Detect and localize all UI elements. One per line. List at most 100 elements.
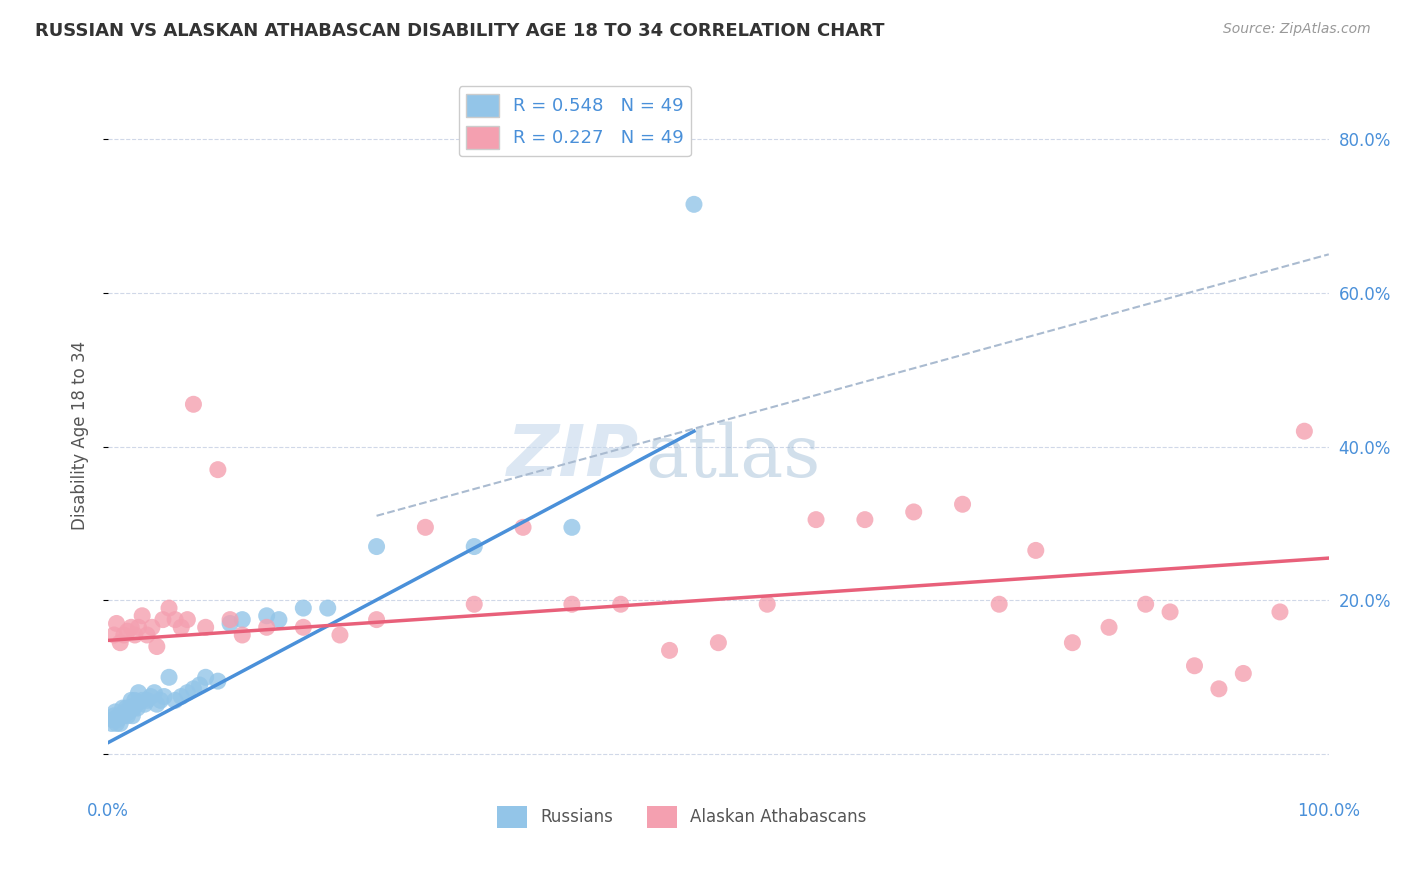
Point xyxy=(108,716,131,731)
Point xyxy=(153,690,176,704)
Point xyxy=(108,636,131,650)
Y-axis label: Disability Age 18 to 34: Disability Age 18 to 34 xyxy=(72,341,89,530)
Point xyxy=(1268,605,1291,619)
Point xyxy=(157,670,180,684)
Point xyxy=(115,701,138,715)
Point xyxy=(219,613,242,627)
Point xyxy=(207,463,229,477)
Point xyxy=(231,613,253,627)
Point xyxy=(1294,424,1316,438)
Legend: Russians, Alaskan Athabascans: Russians, Alaskan Athabascans xyxy=(491,799,873,834)
Point xyxy=(104,705,127,719)
Text: RUSSIAN VS ALASKAN ATHABASCAN DISABILITY AGE 18 TO 34 CORRELATION CHART: RUSSIAN VS ALASKAN ATHABASCAN DISABILITY… xyxy=(35,22,884,40)
Point xyxy=(121,708,143,723)
Point xyxy=(128,686,150,700)
Point xyxy=(120,620,142,634)
Point xyxy=(707,636,730,650)
Point xyxy=(157,601,180,615)
Point xyxy=(143,686,166,700)
Point xyxy=(903,505,925,519)
Point xyxy=(131,693,153,707)
Point xyxy=(111,701,134,715)
Point xyxy=(609,597,631,611)
Point xyxy=(1208,681,1230,696)
Point xyxy=(128,620,150,634)
Point xyxy=(136,693,159,707)
Point xyxy=(100,716,122,731)
Point xyxy=(117,708,139,723)
Point xyxy=(207,674,229,689)
Point xyxy=(561,520,583,534)
Point xyxy=(231,628,253,642)
Point xyxy=(146,697,169,711)
Point xyxy=(366,540,388,554)
Point xyxy=(561,597,583,611)
Point xyxy=(512,520,534,534)
Point xyxy=(125,697,148,711)
Point xyxy=(194,620,217,634)
Point xyxy=(415,520,437,534)
Point xyxy=(152,613,174,627)
Point xyxy=(146,640,169,654)
Point xyxy=(139,690,162,704)
Point xyxy=(256,620,278,634)
Point xyxy=(170,690,193,704)
Point xyxy=(118,701,141,715)
Point xyxy=(219,616,242,631)
Point xyxy=(118,705,141,719)
Point xyxy=(756,597,779,611)
Point xyxy=(1025,543,1047,558)
Point xyxy=(683,197,706,211)
Point xyxy=(463,540,485,554)
Point xyxy=(120,693,142,707)
Text: Source: ZipAtlas.com: Source: ZipAtlas.com xyxy=(1223,22,1371,37)
Point xyxy=(1232,666,1254,681)
Point xyxy=(292,601,315,615)
Point xyxy=(1062,636,1084,650)
Point xyxy=(194,670,217,684)
Point xyxy=(1184,658,1206,673)
Point xyxy=(1135,597,1157,611)
Point xyxy=(1098,620,1121,634)
Point xyxy=(141,620,163,634)
Point xyxy=(988,597,1011,611)
Point xyxy=(1159,605,1181,619)
Point xyxy=(267,613,290,627)
Point xyxy=(122,701,145,715)
Point xyxy=(853,513,876,527)
Point xyxy=(329,628,352,642)
Point xyxy=(292,620,315,634)
Point xyxy=(110,708,132,723)
Point xyxy=(112,708,135,723)
Point xyxy=(124,628,146,642)
Point xyxy=(165,693,187,707)
Point xyxy=(176,613,198,627)
Point xyxy=(112,628,135,642)
Point xyxy=(183,681,205,696)
Point xyxy=(658,643,681,657)
Point xyxy=(188,678,211,692)
Point xyxy=(124,693,146,707)
Point xyxy=(117,624,139,639)
Point xyxy=(105,716,128,731)
Point xyxy=(256,608,278,623)
Point xyxy=(165,613,187,627)
Point xyxy=(134,697,156,711)
Point xyxy=(136,628,159,642)
Text: atlas: atlas xyxy=(645,421,821,491)
Point xyxy=(103,628,125,642)
Text: ZIP: ZIP xyxy=(506,422,640,491)
Point xyxy=(107,713,129,727)
Point xyxy=(366,613,388,627)
Point xyxy=(131,608,153,623)
Point xyxy=(463,597,485,611)
Point xyxy=(170,620,193,634)
Point xyxy=(105,616,128,631)
Point xyxy=(804,513,827,527)
Point xyxy=(183,397,205,411)
Point xyxy=(316,601,339,615)
Point xyxy=(108,708,131,723)
Point xyxy=(101,713,124,727)
Point xyxy=(952,497,974,511)
Point xyxy=(149,693,172,707)
